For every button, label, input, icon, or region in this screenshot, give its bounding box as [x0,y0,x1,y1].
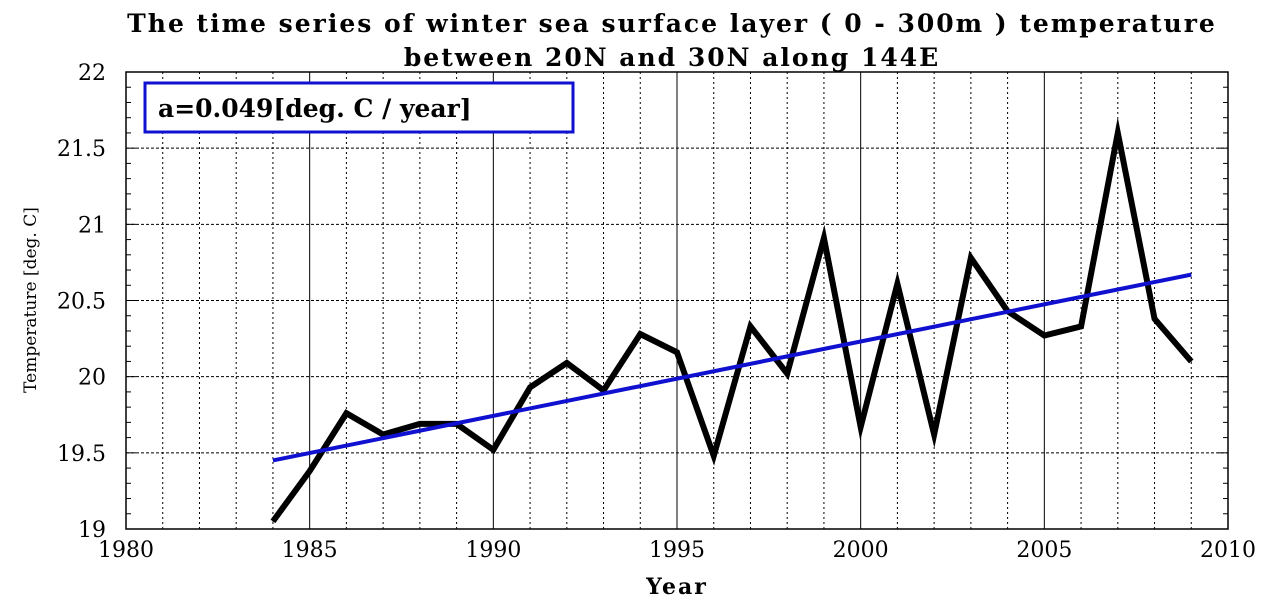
temperature-data-point [933,434,935,436]
axis-ticks [126,86,1228,515]
temperature-data-point [382,434,384,436]
x-tick-label: 2010 [1200,538,1256,563]
temperature-data-point [1117,132,1119,134]
x-tick-label: 2005 [1016,538,1072,563]
x-tick-label: 2000 [833,538,889,563]
x-tick-label: 1990 [465,538,521,563]
temperature-data-point [603,389,605,391]
temperature-data-point [639,333,641,335]
x-tick-labels: 1980 1985 1990 1995 2000 2005 2010 [98,538,1256,563]
temperature-data-point [896,283,898,285]
y-tick-label: 20.5 [57,290,106,315]
y-tick-label: 19 [78,518,106,543]
temperature-data-point [309,470,311,472]
temperature-data-point [823,237,825,239]
slope-annotation-text: a=0.049[deg. C / year] [158,94,472,123]
x-tick-label: 1985 [282,538,338,563]
y-tick-label: 19.5 [57,442,106,467]
x-tick-label: 1995 [649,538,705,563]
temperature-data-point [492,449,494,451]
chart-title-line2: between 20N and 30N along 144E [404,43,940,72]
temperature-data-point [1043,335,1045,337]
temperature-data-point [1080,325,1082,327]
y-tick-labels: 19 19.5 20 20.5 21 21.5 22 [57,61,106,543]
x-tick-label: 1980 [98,538,154,563]
temperature-series-line [270,117,1194,524]
temperature-data-point [566,362,568,364]
temperature-data-point [529,386,531,388]
y-tick-label: 21.5 [57,137,106,162]
temperature-data-point [419,423,421,425]
temperature-data-point [970,257,972,259]
trend-line [272,272,1192,463]
chart-title-line1: The time series of winter sea surface la… [127,9,1217,38]
y-tick-label: 22 [78,61,106,86]
temperature-data-point [345,412,347,414]
temperature-data-point [1154,318,1156,320]
y-tick-label: 21 [78,213,106,238]
temperature-data-point [713,455,715,457]
temperature-data-point [676,351,678,353]
x-axis-title: Year [645,574,708,596]
temperature-data-point [272,520,274,522]
temperature-data-point [1190,360,1192,362]
temperature-data-point [860,426,862,428]
y-axis-title: Temperature [deg. C] [21,207,41,393]
temperature-data-point [749,325,751,327]
temperature-data-point [786,373,788,375]
slope-annotation-box [143,81,575,134]
y-tick-label: 20 [78,366,106,391]
plot-frame [125,71,1229,530]
data-layer [270,117,1194,524]
